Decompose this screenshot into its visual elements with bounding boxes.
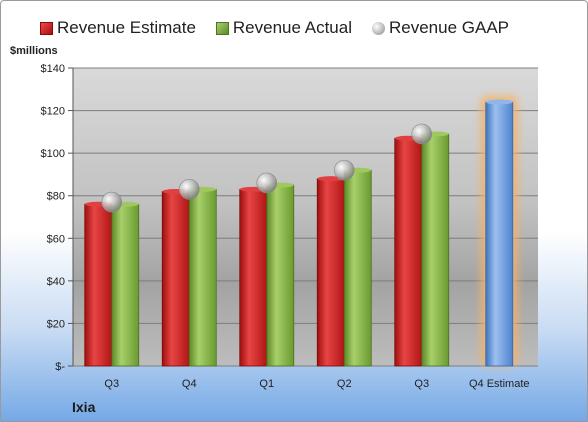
- bar-forecast-estimate: [485, 101, 514, 367]
- bar-revenue-estimate: [161, 191, 190, 367]
- x-tick-label: Q3: [414, 378, 429, 390]
- y-tick-label: $20: [47, 318, 65, 330]
- estimate-swatch: [40, 21, 53, 35]
- y-tick-label: $100: [41, 148, 65, 160]
- point-revenue-gaap: [256, 172, 278, 194]
- point-revenue-gaap: [333, 159, 355, 181]
- y-tick-label: $120: [41, 106, 65, 118]
- bar-revenue-estimate: [84, 203, 113, 367]
- y-tick-label: $140: [41, 63, 65, 75]
- x-tick-label: Q2: [337, 378, 352, 390]
- company-name: Ixia: [72, 399, 96, 415]
- actual-swatch: [215, 21, 229, 35]
- bar-revenue-estimate: [316, 178, 345, 367]
- bar-revenue-actual: [188, 188, 217, 367]
- x-tick-label: Q1: [259, 378, 274, 390]
- legend-label-actual: Revenue Actual: [232, 18, 352, 37]
- legend: Revenue Estimate Revenue Actual Revenue …: [40, 18, 588, 38]
- point-revenue-gaap: [178, 179, 200, 200]
- y-tick-label: $40: [47, 276, 65, 288]
- bar-forecast-top: [485, 99, 513, 105]
- y-unit-label: $millions: [10, 45, 58, 57]
- gaap-swatch: [372, 21, 385, 35]
- plot-area: [73, 68, 538, 366]
- legend-label-estimate: Revenue Estimate: [57, 18, 196, 37]
- y-tick-label: $-: [55, 361, 65, 373]
- x-tick-label: Q4: [182, 378, 197, 390]
- bar-revenue-actual: [343, 169, 372, 367]
- bar-revenue-actual: [421, 133, 450, 367]
- y-tick-label: $60: [47, 233, 65, 245]
- bar-revenue-actual: [111, 203, 140, 367]
- bar-revenue-estimate: [394, 137, 423, 367]
- legend-item-estimate: Revenue Estimate: [40, 18, 196, 38]
- legend-item-gaap: Revenue GAAP: [372, 18, 509, 38]
- bar-revenue-actual: [266, 184, 295, 367]
- point-revenue-gaap: [411, 123, 433, 145]
- legend-label-gaap: Revenue GAAP: [389, 18, 510, 37]
- x-tick-label: Q4 Estimate: [469, 378, 530, 390]
- bar-revenue-estimate: [239, 188, 268, 367]
- legend-item-actual: Revenue Actual: [215, 18, 352, 38]
- x-tick-label: Q3: [104, 378, 119, 390]
- point-revenue-gaap: [101, 191, 123, 213]
- y-tick-label: $80: [47, 191, 65, 203]
